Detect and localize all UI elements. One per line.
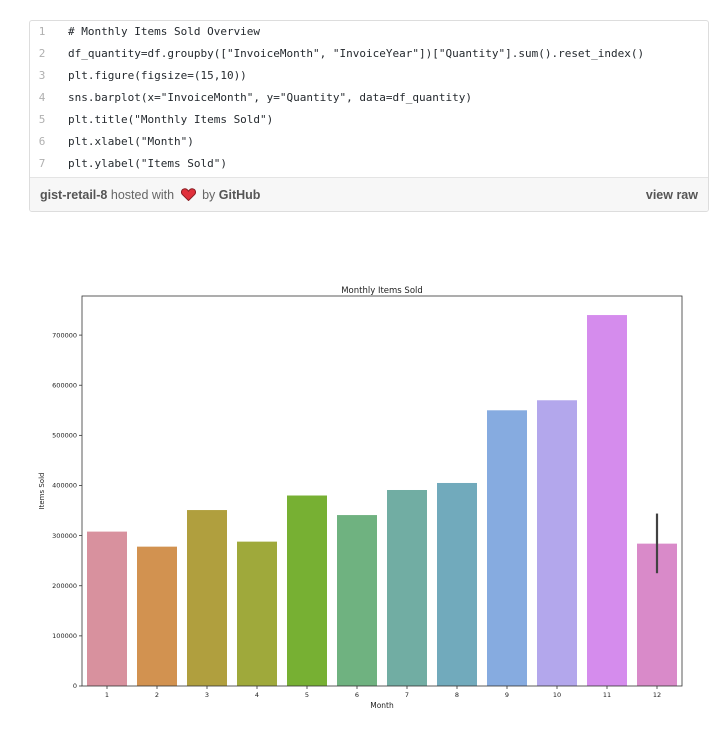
x-tick-label: 4 (255, 691, 259, 699)
line-number: 5 (38, 113, 46, 126)
code-line: 2 df_quantity=df.groupby(["InvoiceMonth"… (30, 43, 708, 65)
line-number: 4 (38, 91, 46, 104)
x-tick-label: 6 (355, 691, 359, 699)
bar-month-11 (587, 315, 627, 686)
x-tick-label: 12 (653, 691, 661, 699)
y-tick-label: 300000 (52, 532, 77, 540)
plot-frame (81, 295, 683, 687)
code-line: 1 # Monthly Items Sold Overview (30, 21, 708, 43)
code-text: plt.title("Monthly Items Sold") (68, 113, 274, 126)
y-tick-label: 100000 (52, 632, 77, 640)
y-axis-label: Items Sold (38, 473, 46, 510)
x-tick-label: 2 (155, 691, 159, 699)
line-number: 6 (38, 135, 46, 148)
line-number: 1 (38, 25, 46, 38)
x-tick-label: 10 (553, 691, 561, 699)
bar-chart: Monthly Items Sold 1 2 3 4 5 6 7 8 9 10 11 12010000… (38, 286, 683, 710)
hosted-with-text: hosted with (110, 188, 175, 202)
heart-icon (180, 188, 196, 201)
bar-month-3 (187, 510, 227, 686)
view-raw-link[interactable]: view raw (645, 188, 698, 202)
y-tick-label: 400000 (52, 482, 77, 490)
bar-month-2 (137, 546, 177, 686)
line-number: 3 (38, 69, 46, 82)
bar-month-1 (87, 531, 127, 686)
x-tick-label: 7 (405, 691, 409, 699)
gist-meta-info: gist-retail-8 hosted with by GitHub (40, 178, 261, 211)
bar-month-5 (287, 495, 327, 686)
chart-title: Monthly Items Sold (341, 286, 423, 296)
y-tick-label: 600000 (52, 381, 77, 389)
code-text: plt.ylabel("Items Sold") (68, 157, 227, 170)
line-number: 2 (38, 47, 46, 60)
code-text: # Monthly Items Sold Overview (68, 25, 261, 38)
gist-file-link[interactable]: gist-retail-8 (40, 188, 108, 202)
y-tick-label: 200000 (52, 582, 77, 590)
line-number: 7 (38, 157, 46, 170)
y-tick-label: 700000 (52, 331, 77, 339)
code-text: sns.barplot(x="InvoiceMonth", y="Quantit… (68, 91, 472, 104)
bar-month-8 (437, 482, 477, 686)
y-tick-label: 0 (73, 682, 77, 690)
github-link[interactable]: GitHub (218, 188, 261, 202)
x-tick-label: 9 (505, 691, 509, 699)
code-line: 4 sns.barplot(x="InvoiceMonth", y="Quant… (30, 87, 708, 109)
by-text: by (202, 188, 216, 202)
x-tick-label: 3 (205, 691, 209, 699)
bar-month-6 (337, 515, 377, 686)
bar-month-4 (237, 541, 277, 686)
code-text: plt.figure(figsize=(15,10)) (68, 69, 247, 82)
code-line: 6 plt.xlabel("Month") (30, 131, 708, 153)
code-block: 1 # Monthly Items Sold Overview 2 df_qua… (30, 21, 708, 177)
y-tick-label: 500000 (52, 432, 77, 440)
code-line: 3 plt.figure(figsize=(15,10)) (30, 65, 708, 87)
plot-area: 1 2 3 4 5 6 7 8 9 10 11 120100000200000300000400000… (52, 295, 683, 699)
code-text: df_quantity=df.groupby(["InvoiceMonth", … (68, 47, 645, 60)
code-line: 5 plt.title("Monthly Items Sold") (30, 109, 708, 131)
gist-meta-bar: gist-retail-8 hosted with by GitHub view… (30, 177, 708, 211)
x-tick-label: 5 (305, 691, 309, 699)
code-text: plt.xlabel("Month") (68, 135, 194, 148)
x-axis-label: Month (370, 701, 394, 710)
x-tick-label: 11 (603, 691, 611, 699)
bar-month-9 (487, 410, 527, 686)
x-tick-label: 1 (105, 691, 109, 699)
gist-embed: 1 # Monthly Items Sold Overview 2 df_qua… (29, 20, 709, 212)
bar-month-7 (387, 489, 427, 686)
x-tick-label: 8 (455, 691, 459, 699)
bar-month-10 (537, 400, 577, 686)
code-line: 7 plt.ylabel("Items Sold") (30, 153, 708, 175)
